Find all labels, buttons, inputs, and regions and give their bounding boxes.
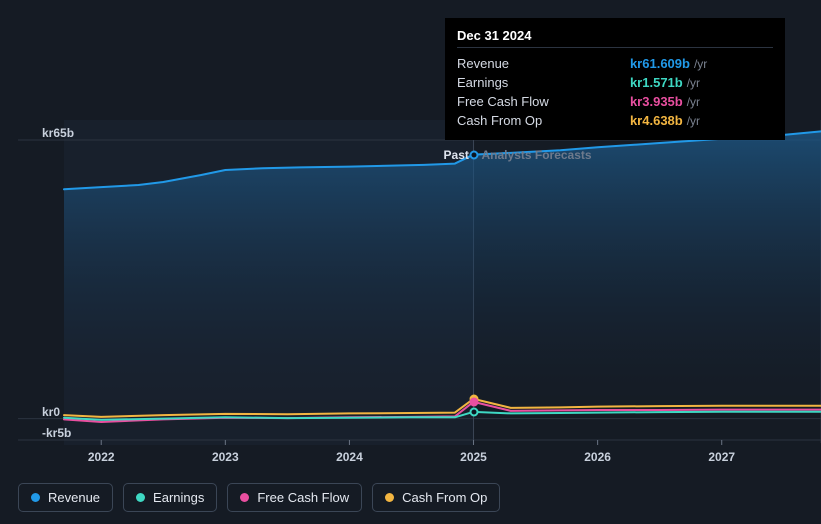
tooltip-row-value: kr1.571b: [630, 75, 683, 90]
legend-swatch: [385, 493, 394, 502]
tooltip-row: Revenue kr61.609b/yr: [457, 54, 773, 73]
x-axis-label: 2027: [708, 450, 735, 464]
financial-forecast-chart: kr65b kr0 -kr5b 2022 2023 2024 2025 2026 2027 P…: [18, 0, 821, 524]
x-axis-label: 2026: [584, 450, 611, 464]
tooltip-row: Free Cash Flow kr3.935b/yr: [457, 92, 773, 111]
legend-item-free-cash-flow[interactable]: Free Cash Flow: [227, 483, 362, 512]
legend-item-cash-from-op[interactable]: Cash From Op: [372, 483, 500, 512]
tooltip-row: Cash From Op kr4.638b/yr: [457, 111, 773, 130]
tooltip-row-label: Earnings: [457, 73, 612, 92]
legend-label: Cash From Op: [402, 490, 487, 505]
x-axis-label: 2024: [336, 450, 363, 464]
y-axis-label: -kr5b: [42, 426, 71, 440]
legend-swatch: [136, 493, 145, 502]
legend-swatch: [240, 493, 249, 502]
tooltip-row-value: kr3.935b: [630, 94, 683, 109]
y-axis-label: kr0: [42, 405, 60, 419]
tooltip-row-unit: /yr: [683, 114, 700, 128]
tooltip-row-value: kr4.638b: [630, 113, 683, 128]
chart-marker: [469, 150, 478, 159]
legend-item-revenue[interactable]: Revenue: [18, 483, 113, 512]
tooltip-date: Dec 31 2024: [457, 28, 773, 43]
legend-label: Free Cash Flow: [257, 490, 349, 505]
tooltip-row-unit: /yr: [683, 95, 700, 109]
past-label: Past: [444, 148, 469, 162]
tooltip-row-label: Cash From Op: [457, 111, 612, 130]
tooltip-row-unit: /yr: [683, 76, 700, 90]
tooltip-row-value: kr61.609b: [630, 56, 690, 71]
tooltip-row-label: Free Cash Flow: [457, 92, 612, 111]
analysts-forecasts-label: Analysts Forecasts: [482, 148, 592, 162]
legend-label: Revenue: [48, 490, 100, 505]
x-axis-label: 2022: [88, 450, 115, 464]
tooltip-divider: [457, 47, 773, 48]
legend-label: Earnings: [153, 490, 204, 505]
tooltip-row-label: Revenue: [457, 54, 612, 73]
chart-legend: Revenue Earnings Free Cash Flow Cash From O…: [18, 483, 500, 512]
x-axis-label: 2023: [212, 450, 239, 464]
tooltip-row-unit: /yr: [690, 57, 707, 71]
chart-tooltip: Dec 31 2024 Revenue kr61.609b/yr Earnings k…: [445, 18, 785, 140]
chart-marker: [469, 407, 478, 416]
x-axis-label: 2025: [460, 450, 487, 464]
legend-swatch: [31, 493, 40, 502]
y-axis-label: kr65b: [42, 126, 74, 140]
chart-marker: [469, 397, 478, 406]
tooltip-row: Earnings kr1.571b/yr: [457, 73, 773, 92]
legend-item-earnings[interactable]: Earnings: [123, 483, 217, 512]
